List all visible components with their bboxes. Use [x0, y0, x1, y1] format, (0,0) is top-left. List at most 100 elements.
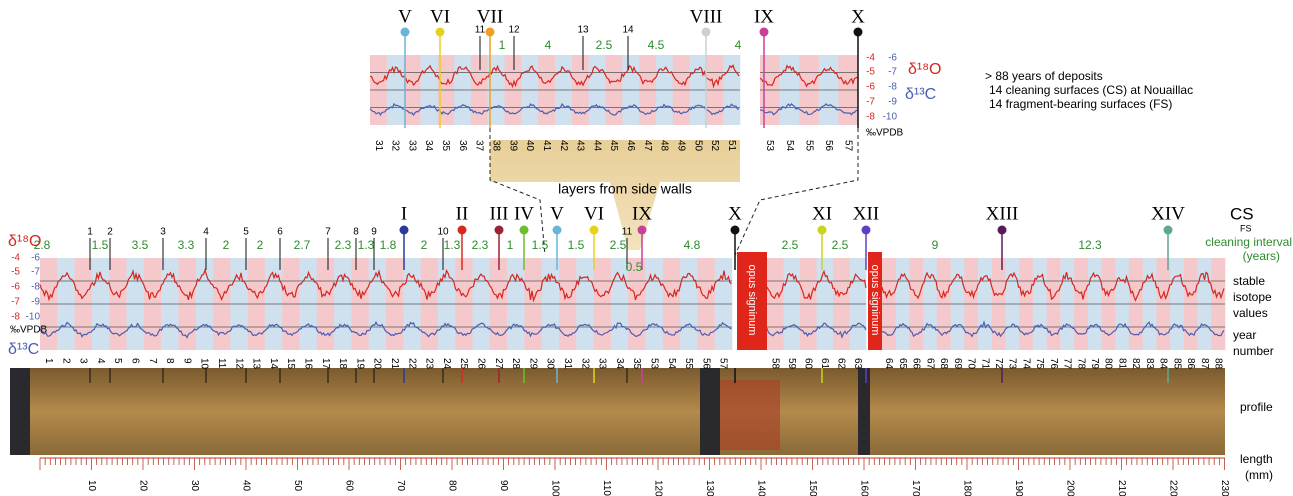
- note: 14 fragment-bearing surfaces (FS): [989, 97, 1172, 111]
- year-label: 77: [1062, 358, 1073, 370]
- ruler-label: 60: [343, 480, 354, 492]
- year-label: 7: [147, 358, 158, 364]
- profile-edge: [10, 368, 30, 455]
- ruler-label: 100: [549, 480, 560, 496]
- surface-label: VIII: [690, 6, 723, 27]
- ruler-label: 20: [137, 480, 148, 492]
- year-label: 83: [1144, 358, 1155, 370]
- year-label: 35: [440, 140, 451, 152]
- year-legend: number: [1233, 344, 1274, 358]
- c-tick: -7: [888, 67, 897, 78]
- year-label: 58: [770, 358, 781, 370]
- surface-label: X: [851, 6, 865, 27]
- interval-label: 2.5: [832, 238, 849, 252]
- ruler-label: 90: [498, 480, 509, 492]
- year-label: 51: [726, 140, 737, 152]
- year-label: 66: [911, 358, 922, 370]
- year-label: 42: [558, 140, 569, 152]
- cs-number: 3: [160, 227, 166, 238]
- year-label: 3: [78, 358, 89, 364]
- cs-number: 11: [622, 227, 633, 238]
- cs-number: 5: [243, 227, 249, 238]
- year-label: 27: [493, 358, 504, 370]
- year-label: 15: [285, 358, 296, 370]
- year-label: 56: [700, 358, 711, 370]
- ruler-label: 220: [1167, 480, 1178, 496]
- year-label: 82: [1130, 358, 1141, 370]
- year-label: 74: [1020, 358, 1031, 370]
- note: > 88 years of deposits: [985, 69, 1103, 83]
- interval-label: 2: [257, 238, 264, 252]
- cs-number: 12: [508, 25, 520, 36]
- year-label: 30: [545, 358, 556, 370]
- year-label: 54: [784, 140, 795, 152]
- ruler-label: 110: [601, 480, 612, 496]
- surface-pin: [1164, 226, 1173, 235]
- profile-opus: [720, 380, 780, 450]
- surface-pin: [495, 226, 504, 235]
- year-label: 87: [1199, 358, 1210, 370]
- ruler-label: 150: [807, 480, 818, 496]
- year-label: 24: [441, 358, 452, 370]
- year-label: 53: [764, 140, 775, 152]
- cs-number: 8: [353, 227, 359, 238]
- surface-pin: [818, 226, 827, 235]
- surface-label: III: [490, 203, 509, 224]
- year-label: 72: [993, 358, 1004, 370]
- interval-label: 3.5: [132, 238, 149, 252]
- profile-gap: [858, 368, 870, 455]
- year-label: 34: [423, 140, 434, 152]
- year-label: 10: [199, 358, 210, 370]
- year-label: 25: [458, 358, 469, 370]
- ruler-label: 120: [652, 480, 663, 496]
- year-label: 47: [642, 140, 653, 152]
- o-tick: -8: [11, 312, 20, 323]
- year-label: 12: [233, 358, 244, 370]
- surface-pin: [638, 226, 647, 235]
- year-label: 4: [95, 358, 106, 364]
- year-label: 55: [803, 140, 814, 152]
- year-label: 37: [474, 140, 485, 152]
- interval-label: 1.5: [568, 238, 585, 252]
- interval-label: 2.5: [596, 38, 613, 52]
- surface-label: XIII: [986, 203, 1019, 224]
- interval-label: 3.3: [178, 238, 195, 252]
- o-tick: -8: [866, 112, 875, 123]
- profile-gap: [700, 368, 720, 455]
- surface-pin: [590, 226, 599, 235]
- o-tick: -4: [11, 253, 20, 264]
- ruler-label: 50: [292, 480, 303, 492]
- surface-pin: [553, 226, 562, 235]
- year-label: 86: [1185, 358, 1196, 370]
- banner-label: layers from side walls: [558, 181, 692, 197]
- interval-label: 4.5: [648, 38, 665, 52]
- ruler-label: 200: [1064, 480, 1075, 496]
- ruler-label: 190: [1013, 480, 1024, 496]
- ruler-label: 160: [858, 480, 869, 496]
- year-label: 78: [1075, 358, 1086, 370]
- year-label: 44: [591, 140, 602, 152]
- c-tick: -10: [883, 112, 898, 123]
- interval-label: 1: [499, 38, 506, 52]
- year-label: 76: [1048, 358, 1059, 370]
- surface-pin: [731, 226, 740, 235]
- surface-label: V: [550, 203, 564, 224]
- year-label: 46: [625, 140, 636, 152]
- surface-label: X: [728, 203, 742, 224]
- year-label: 71: [979, 358, 990, 370]
- year-legend: year: [1233, 328, 1256, 342]
- year-label: 52: [709, 140, 720, 152]
- surface-label: XI: [812, 203, 832, 224]
- surface-label: IX: [632, 203, 652, 224]
- year-label: 2: [60, 358, 71, 364]
- year-label: 35: [631, 358, 642, 370]
- year-label: 62: [836, 358, 847, 370]
- year-label: 34: [614, 358, 625, 370]
- c-tick: -6: [31, 253, 40, 264]
- surface-label: VI: [584, 203, 604, 224]
- year-label: 29: [527, 358, 538, 370]
- year-label: 64: [883, 358, 894, 370]
- o-tick: -6: [866, 82, 875, 93]
- o-axis-label: δ¹⁸O: [8, 233, 41, 250]
- cs-number: 9: [371, 227, 377, 238]
